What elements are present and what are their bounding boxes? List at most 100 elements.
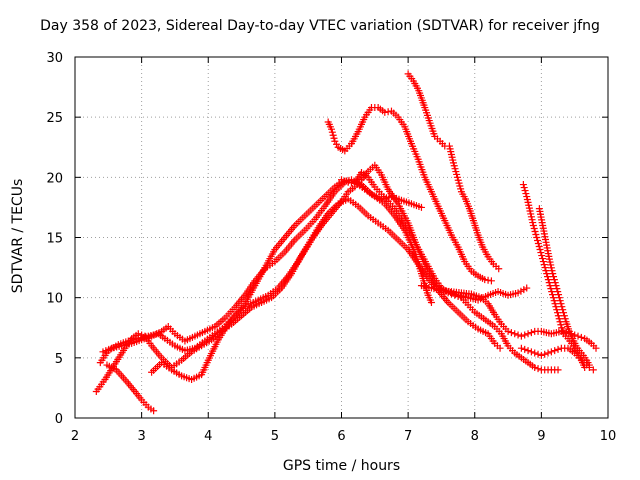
data-point — [550, 273, 558, 281]
data-point — [553, 306, 561, 314]
axis-ticks: 2 3 4 5 6 7 8 9 10 0 5 10 15 20 25 30 — [46, 51, 616, 444]
data-point — [534, 350, 542, 358]
data-point — [538, 252, 546, 260]
data-point — [544, 276, 552, 284]
y-tick-label: 20 — [46, 171, 63, 186]
y-tick-label: 25 — [46, 111, 63, 126]
data-point — [549, 294, 557, 302]
data-point — [539, 258, 547, 266]
data-point — [574, 332, 582, 340]
data-point — [548, 288, 556, 296]
series-track-10 — [519, 181, 597, 374]
data-point — [547, 285, 555, 293]
y-tick-label: 30 — [46, 51, 63, 66]
data-point — [328, 128, 336, 136]
data-point — [481, 276, 489, 284]
data-point — [507, 329, 515, 337]
x-tick-label: 3 — [137, 429, 145, 444]
data-point — [543, 270, 551, 278]
y-tick-label: 10 — [46, 292, 63, 307]
data-point — [524, 330, 532, 338]
data-point — [555, 294, 563, 302]
data-point — [536, 246, 544, 254]
data-point — [417, 203, 425, 211]
data-point — [384, 108, 392, 116]
data-point — [527, 329, 535, 337]
data-point — [555, 315, 563, 323]
series-track-6 — [324, 104, 495, 285]
data-point — [522, 190, 530, 198]
data-point — [554, 312, 562, 320]
data-point — [560, 312, 568, 320]
data-point — [484, 276, 492, 284]
series-track-11 — [535, 205, 593, 369]
data-point — [555, 291, 563, 299]
data-point — [551, 347, 559, 355]
data-point — [521, 187, 529, 195]
chart-title: Day 358 of 2023, Sidereal Day-to-day VTE… — [40, 18, 600, 34]
data-point — [454, 292, 462, 300]
data-point — [517, 344, 525, 352]
data-point — [547, 348, 555, 356]
data-point — [338, 176, 345, 184]
data-point — [523, 284, 531, 292]
data-point — [559, 306, 567, 314]
data-point — [496, 344, 504, 352]
data-point — [559, 327, 567, 335]
data-point — [550, 297, 558, 305]
data-point — [331, 137, 339, 145]
data-point — [534, 365, 542, 373]
series-track-7 — [404, 70, 503, 273]
data-point — [539, 255, 547, 263]
data-point — [519, 181, 527, 189]
data-point — [550, 276, 558, 284]
data-point — [531, 227, 539, 235]
series-track-9 — [417, 282, 600, 352]
data-point — [521, 345, 529, 353]
data-point — [577, 333, 585, 341]
data-point — [556, 297, 564, 305]
data-point — [341, 177, 349, 185]
series-track-3 — [99, 178, 435, 356]
data-point — [517, 332, 525, 340]
data-point — [527, 348, 535, 356]
data-point — [535, 243, 543, 251]
data-point — [451, 291, 459, 299]
data-point — [541, 350, 549, 358]
data-point — [541, 264, 549, 272]
data-point — [524, 347, 532, 355]
data-point — [542, 267, 550, 275]
data-point — [592, 344, 600, 352]
y-axis-label: SDTVAR / TECUs — [10, 178, 26, 294]
data-point — [551, 300, 559, 308]
x-tick-label: 5 — [271, 429, 279, 444]
data-point — [571, 331, 579, 339]
series-track-5 — [148, 195, 504, 383]
data-point — [589, 366, 597, 374]
series-track-4 — [103, 361, 158, 415]
data-point — [537, 249, 545, 257]
data-marks — [92, 70, 600, 415]
data-point — [553, 285, 561, 293]
data-point — [504, 327, 512, 335]
data-point — [344, 178, 352, 186]
data-point — [540, 261, 548, 269]
data-point — [329, 131, 337, 139]
data-point — [520, 184, 528, 192]
data-point — [531, 349, 539, 357]
data-point — [511, 330, 519, 338]
data-point — [521, 331, 529, 339]
data-point — [546, 282, 554, 290]
x-tick-label: 9 — [537, 429, 545, 444]
data-point — [533, 234, 541, 241]
series-track-2 — [96, 176, 425, 367]
data-point — [549, 291, 557, 299]
data-point — [558, 303, 566, 311]
y-tick-label: 0 — [55, 412, 63, 427]
data-point — [554, 345, 562, 353]
y-tick-label: 15 — [46, 232, 63, 247]
data-point — [529, 221, 537, 229]
data-point — [551, 279, 559, 287]
data-point — [532, 230, 540, 238]
